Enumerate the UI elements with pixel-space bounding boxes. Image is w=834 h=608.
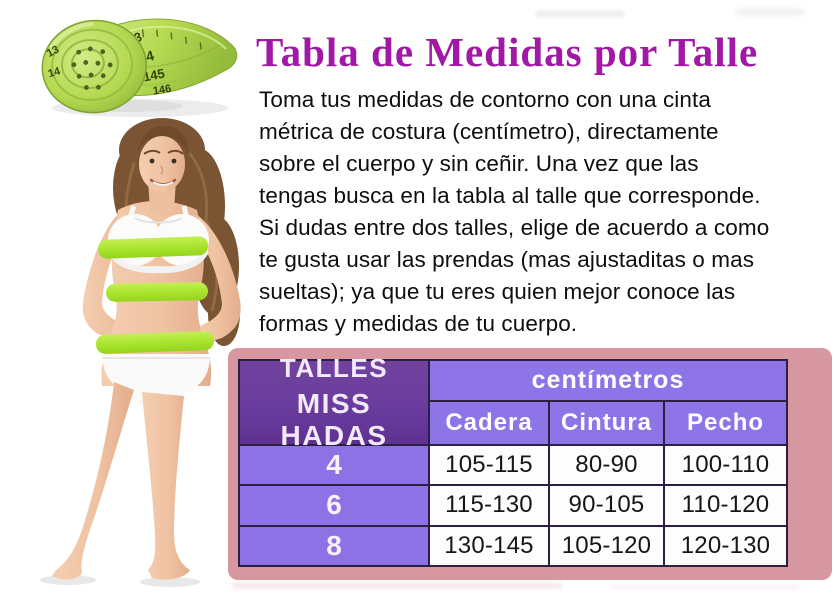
corner-header: TALLES MISS HADAS: [240, 353, 428, 451]
page-title: Tabla de Medidas por Talle: [256, 29, 759, 75]
row-1-size: 4: [240, 446, 428, 485]
tape-number: 13: [45, 44, 61, 60]
hip-band: [96, 331, 215, 354]
tape-number: 14: [47, 65, 63, 80]
left-arm: [82, 212, 130, 340]
row-3-cintura: 105-120: [550, 526, 663, 565]
row-1-cintura: 80-90: [550, 446, 663, 485]
row-3-pecho: 120-130: [665, 526, 786, 565]
tape-number: 145: [142, 66, 166, 85]
row-2-pecho: 110-120: [665, 486, 786, 525]
scan-artifact: [232, 583, 562, 588]
face-features: [143, 149, 184, 186]
tape-number: 146: [152, 83, 172, 98]
waist-band: [106, 282, 208, 302]
scan-artifact: [610, 585, 800, 589]
size-table-grid: TALLES MISS HADAS centímetros Cadera Cin…: [238, 353, 788, 567]
col-header-pecho: Pecho: [665, 402, 786, 444]
left-leg: [52, 382, 134, 580]
group-header-centimetros: centímetros: [430, 361, 786, 400]
row-1-pecho: 100-110: [665, 446, 786, 485]
row-3-size: 8: [240, 526, 428, 565]
row-2-cadera: 115-130: [430, 486, 548, 525]
intro-paragraph: Toma tus medidas de contorno con una cin…: [259, 87, 770, 336]
right-leg: [142, 392, 190, 580]
tape-roll: 13 14: [41, 19, 147, 114]
measuring-tape-image: 143 144 145 146 13: [41, 18, 238, 117]
right-arm: [190, 214, 241, 343]
row-2-size: 6: [240, 486, 428, 525]
floor-shadow: [140, 577, 200, 587]
bust-band: [98, 236, 209, 259]
scan-artifact: [535, 11, 625, 17]
panties: [102, 354, 210, 416]
row-2-cintura: 90-105: [550, 486, 663, 525]
row-3-cadera: 130-145: [430, 526, 548, 565]
col-header-cadera: Cadera: [430, 402, 548, 444]
col-header-cintura: Cintura: [550, 402, 663, 444]
corner-header-line1: TALLES: [279, 353, 389, 383]
size-table: TALLES MISS HADAS centímetros Cadera Cin…: [228, 348, 832, 580]
woman-photo: [40, 118, 241, 587]
hair-fringe: [138, 126, 189, 154]
corner-header-line2: MISS HADAS: [280, 388, 388, 451]
scan-artifact: [735, 9, 805, 15]
measurement-bands: [96, 236, 215, 354]
row-1-cadera: 105-115: [430, 446, 548, 485]
floor-shadow: [40, 575, 96, 585]
